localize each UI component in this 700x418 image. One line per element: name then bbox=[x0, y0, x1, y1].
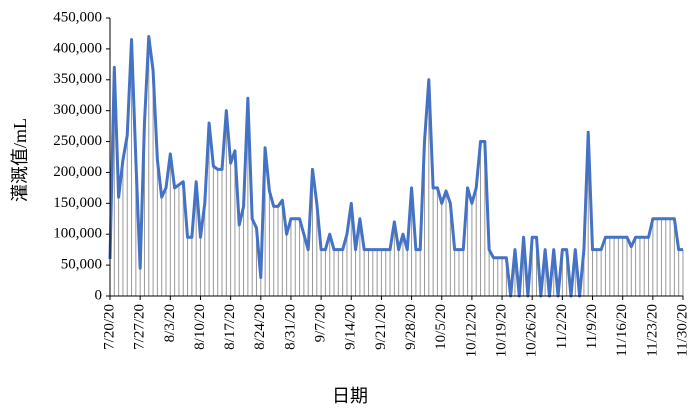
y-tick-label: 400,000 bbox=[53, 40, 102, 56]
y-tick-label: 100,000 bbox=[53, 226, 102, 242]
x-tick-label: 7/20/20 bbox=[101, 304, 117, 350]
y-tick-label: 350,000 bbox=[53, 71, 102, 87]
x-tick-label: 7/27/20 bbox=[132, 304, 148, 350]
x-tick-label: 8/24/20 bbox=[252, 304, 268, 350]
y-axis-title: 灌溉值/mL bbox=[10, 118, 30, 202]
y-tick-label: 450,000 bbox=[53, 9, 102, 25]
x-tick-label: 11/23/20 bbox=[644, 304, 660, 357]
x-tick-label: 10/12/20 bbox=[463, 304, 479, 357]
y-tick-label: 200,000 bbox=[53, 164, 102, 180]
x-tick-label: 9/14/20 bbox=[343, 304, 359, 350]
y-tick-label: 50,000 bbox=[61, 257, 102, 273]
x-tick-label: 8/17/20 bbox=[222, 304, 238, 350]
x-tick-label: 10/26/20 bbox=[524, 304, 540, 357]
x-axis-title: 日期 bbox=[332, 386, 368, 406]
x-tick-label: 10/19/20 bbox=[493, 304, 509, 357]
x-tick-label: 9/28/20 bbox=[403, 304, 419, 350]
x-tick-label: 9/21/20 bbox=[373, 304, 389, 350]
x-tick-label: 11/30/20 bbox=[674, 304, 690, 357]
y-tick-label: 300,000 bbox=[53, 102, 102, 118]
y-tick-label: 250,000 bbox=[53, 133, 102, 149]
x-tick-label: 8/10/20 bbox=[192, 304, 208, 350]
y-tick-label: 150,000 bbox=[53, 195, 102, 211]
x-tick-label: 11/9/20 bbox=[584, 304, 600, 349]
x-tick-label: 11/2/20 bbox=[554, 304, 570, 349]
data-line bbox=[108, 35, 683, 298]
x-tick-label: 10/5/20 bbox=[433, 304, 449, 350]
x-tick-label: 8/31/20 bbox=[282, 304, 298, 350]
x-tick-label: 8/3/20 bbox=[162, 304, 178, 342]
x-tick-label: 9/7/20 bbox=[313, 304, 329, 342]
y-tick-label: 0 bbox=[95, 287, 103, 303]
x-tick-label: 11/16/20 bbox=[614, 304, 630, 357]
